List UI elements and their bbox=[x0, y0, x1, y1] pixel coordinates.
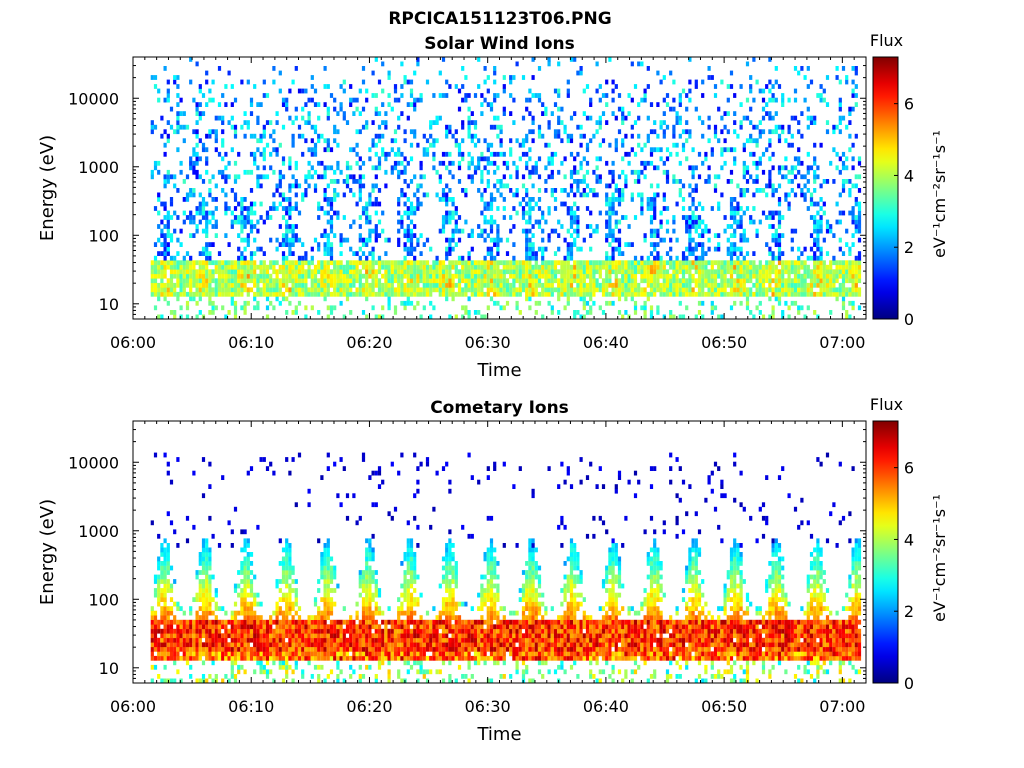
colorbar-tick-label: 6 bbox=[904, 459, 914, 478]
x-tick-label: 06:50 bbox=[701, 333, 747, 352]
y-tick-label: 1000 bbox=[78, 158, 119, 177]
cometary-ions-panel: 06:00 06:10 06:20 06:30 06:40 06:50 07:00 10 100… bbox=[37, 395, 949, 745]
y-tick-label: 10000 bbox=[68, 453, 119, 472]
colorbar-tick-label: 2 bbox=[904, 602, 914, 621]
colorbar-tick-label: 4 bbox=[904, 166, 914, 185]
colorbar-gradient bbox=[872, 56, 899, 320]
solar-wind-ions-panel: 06:00 06:10 06:20 06:30 06:40 06:50 07:00 10 100… bbox=[37, 31, 949, 381]
y-tick-label: 100 bbox=[88, 226, 119, 245]
figure-title: RPCICA151123T06.PNG bbox=[388, 9, 611, 29]
colorbar-label: eV⁻¹cm⁻²sr⁻¹s⁻¹ bbox=[930, 494, 949, 622]
colorbar-tick-label: 6 bbox=[904, 95, 914, 114]
colorbar-label: eV⁻¹cm⁻²sr⁻¹s⁻¹ bbox=[930, 130, 949, 258]
x-tick-label: 06:40 bbox=[583, 697, 629, 716]
panel-title: Cometary Ions bbox=[430, 398, 569, 418]
colorbar-tick-label: 0 bbox=[904, 674, 914, 693]
spectrogram-cells bbox=[150, 452, 862, 684]
y-tick-label: 10 bbox=[99, 659, 119, 678]
panel-title: Solar Wind Ions bbox=[424, 34, 575, 54]
x-tick-label: 06:30 bbox=[465, 333, 511, 352]
spectrogram-cells bbox=[150, 57, 862, 320]
colorbar-title: Flux bbox=[870, 395, 903, 414]
colorbar-tick-label: 0 bbox=[904, 310, 914, 329]
colorbar-tick-label: 4 bbox=[904, 530, 914, 549]
y-tick-label: 10 bbox=[99, 295, 119, 314]
x-tick-label: 06:10 bbox=[228, 697, 274, 716]
colorbar: 0 2 4 6 Flux eV⁻¹cm⁻²sr⁻¹s⁻¹ bbox=[870, 31, 949, 329]
x-axis-label: Time bbox=[476, 724, 521, 745]
colorbar-title: Flux bbox=[870, 31, 903, 50]
y-tick-label: 1000 bbox=[78, 522, 119, 541]
x-tick-label: 06:40 bbox=[583, 333, 629, 352]
x-tick-label: 06:10 bbox=[228, 333, 274, 352]
colorbar-gradient bbox=[872, 420, 899, 684]
colorbar-tick-label: 2 bbox=[904, 238, 914, 257]
colorbar: 0 2 4 6 Flux eV⁻¹cm⁻²sr⁻¹s⁻¹ bbox=[870, 395, 949, 693]
x-tick-label: 06:20 bbox=[346, 333, 392, 352]
y-axis-label: Energy (eV) bbox=[37, 135, 58, 241]
x-axis-label: Time bbox=[476, 360, 521, 381]
y-axis-label: Energy (eV) bbox=[37, 499, 58, 605]
x-tick-label: 06:00 bbox=[110, 697, 156, 716]
x-tick-label: 06:50 bbox=[701, 697, 747, 716]
x-tick-label: 07:00 bbox=[819, 333, 865, 352]
x-tick-label: 06:00 bbox=[110, 333, 156, 352]
x-tick-label: 06:20 bbox=[346, 697, 392, 716]
x-tick-label: 07:00 bbox=[819, 697, 865, 716]
y-tick-label: 100 bbox=[88, 590, 119, 609]
y-tick-label: 10000 bbox=[68, 89, 119, 108]
x-tick-label: 06:30 bbox=[465, 697, 511, 716]
